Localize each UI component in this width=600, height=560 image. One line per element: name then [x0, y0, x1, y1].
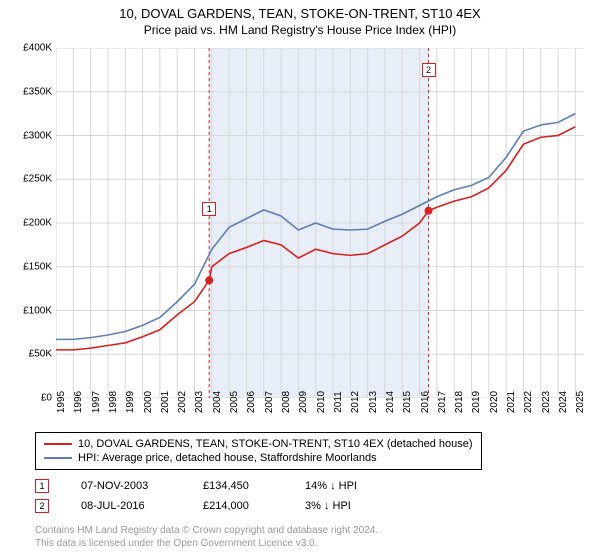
x-tick-label: 2004: [212, 391, 223, 413]
y-tick-label: £50K: [8, 349, 52, 360]
transaction-diff: 3% ↓ HPI: [305, 500, 351, 512]
marker-badge: 2: [35, 499, 49, 513]
transaction-date: 07-NOV-2003: [81, 480, 171, 492]
plot-svg: [56, 48, 584, 398]
chart-container: 10, DOVAL GARDENS, TEAN, STOKE-ON-TRENT,…: [0, 0, 600, 560]
legend: 10, DOVAL GARDENS, TEAN, STOKE-ON-TRENT,…: [35, 432, 482, 470]
y-tick-label: £150K: [8, 261, 52, 272]
x-tick-label: 2017: [437, 391, 448, 413]
x-tick-label: 2015: [402, 391, 413, 413]
x-tick-label: 1998: [108, 391, 119, 413]
footer: Contains HM Land Registry data © Crown c…: [35, 524, 378, 550]
x-tick-label: 2005: [229, 391, 240, 413]
x-tick-label: 2008: [281, 391, 292, 413]
x-tick-label: 2012: [350, 391, 361, 413]
x-tick-label: 2013: [368, 391, 379, 413]
footer-line: This data is licensed under the Open Gov…: [35, 537, 378, 550]
x-tick-label: 2011: [333, 391, 344, 413]
x-tick-label: 2002: [177, 391, 188, 413]
x-tick-label: 2016: [420, 391, 431, 413]
legend-swatch: [44, 457, 72, 459]
legend-item: HPI: Average price, detached house, Staf…: [44, 451, 473, 465]
y-tick-label: £100K: [8, 305, 52, 316]
chart-area: 12£0£50K£100K£150K£200K£250K£300K£350K£4…: [56, 48, 584, 398]
x-tick-label: 2007: [264, 391, 275, 413]
chart-marker-box: 1: [202, 202, 216, 216]
x-tick-label: 2025: [575, 391, 586, 413]
x-tick-label: 2023: [541, 391, 552, 413]
x-tick-label: 1996: [73, 391, 84, 413]
x-tick-label: 2019: [471, 391, 482, 413]
legend-label: HPI: Average price, detached house, Staf…: [78, 452, 377, 464]
legend-swatch: [44, 443, 72, 445]
footer-line: Contains HM Land Registry data © Crown c…: [35, 524, 378, 537]
transactions-table: 1 07-NOV-2003 £134,450 14% ↓ HPI 2 08-JU…: [35, 476, 357, 516]
chart-marker-box: 2: [422, 63, 436, 77]
x-tick-label: 2006: [246, 391, 257, 413]
y-tick-label: £400K: [8, 43, 52, 54]
y-tick-label: £200K: [8, 218, 52, 229]
transaction-price: £134,450: [203, 480, 273, 492]
y-tick-label: £350K: [8, 86, 52, 97]
x-tick-label: 2021: [506, 391, 517, 413]
x-tick-label: 2010: [316, 391, 327, 413]
x-tick-label: 2020: [489, 391, 500, 413]
x-tick-label: 2009: [298, 391, 309, 413]
x-tick-label: 2000: [143, 391, 154, 413]
legend-item: 10, DOVAL GARDENS, TEAN, STOKE-ON-TRENT,…: [44, 437, 473, 451]
transaction-date: 08-JUL-2016: [81, 500, 171, 512]
transaction-price: £214,000: [203, 500, 273, 512]
table-row: 1 07-NOV-2003 £134,450 14% ↓ HPI: [35, 476, 357, 496]
chart-title: 10, DOVAL GARDENS, TEAN, STOKE-ON-TRENT,…: [0, 0, 600, 21]
x-tick-label: 2014: [385, 391, 396, 413]
chart-subtitle: Price paid vs. HM Land Registry's House …: [0, 21, 600, 37]
x-tick-label: 2024: [558, 391, 569, 413]
x-tick-label: 1999: [125, 391, 136, 413]
y-tick-label: £0: [8, 393, 52, 404]
x-tick-label: 2003: [194, 391, 205, 413]
legend-label: 10, DOVAL GARDENS, TEAN, STOKE-ON-TRENT,…: [78, 438, 473, 450]
transaction-diff: 14% ↓ HPI: [305, 480, 357, 492]
y-tick-label: £250K: [8, 174, 52, 185]
x-tick-label: 1997: [91, 391, 102, 413]
table-row: 2 08-JUL-2016 £214,000 3% ↓ HPI: [35, 496, 357, 516]
x-tick-label: 2001: [160, 391, 171, 413]
x-tick-label: 2018: [454, 391, 465, 413]
y-tick-label: £300K: [8, 130, 52, 141]
marker-badge: 1: [35, 479, 49, 493]
x-tick-label: 1995: [56, 391, 67, 413]
x-tick-label: 2022: [523, 391, 534, 413]
